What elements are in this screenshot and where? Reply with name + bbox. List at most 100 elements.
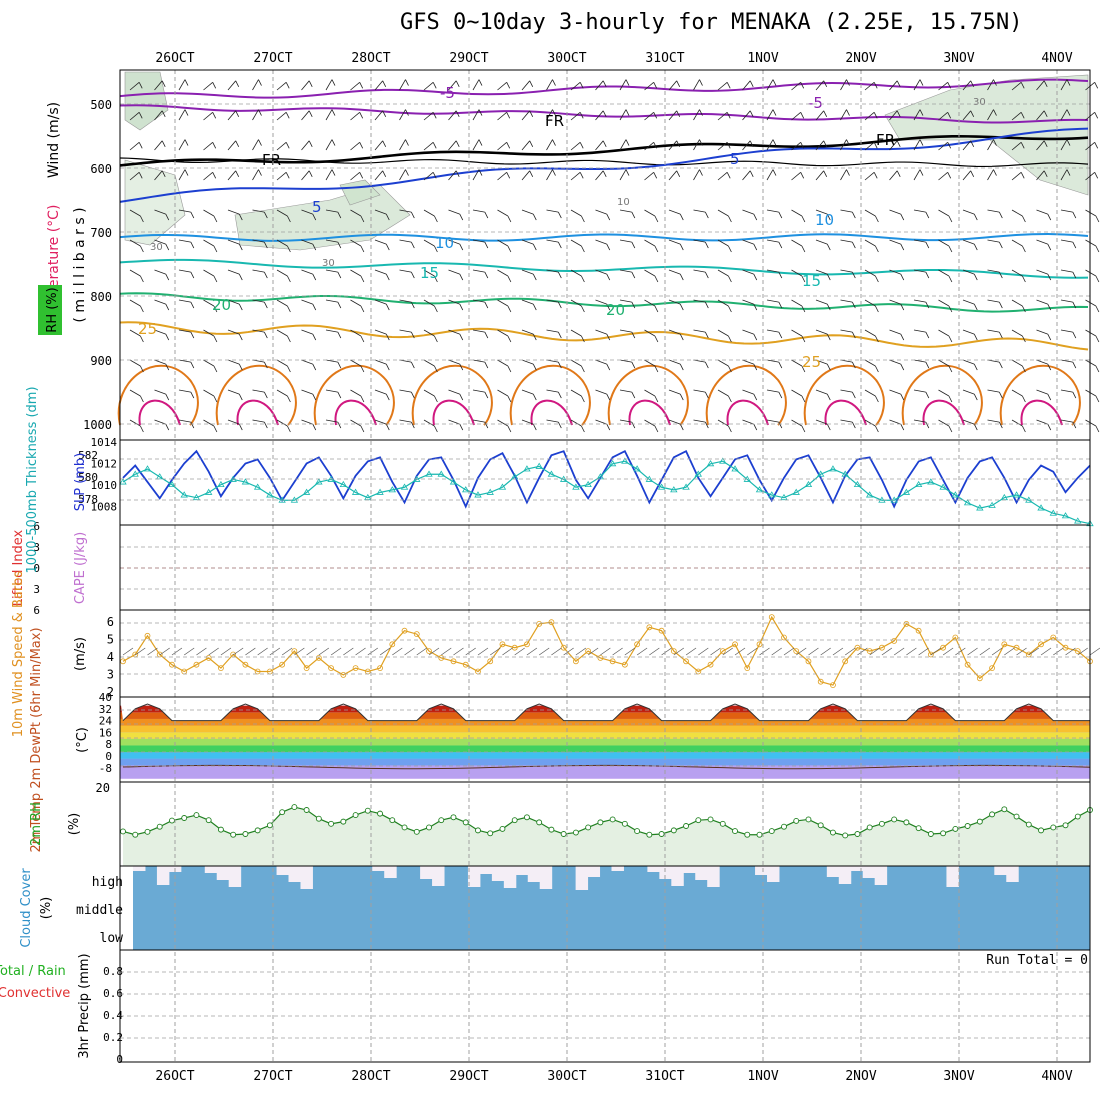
wind-barb-10m [551,647,562,656]
rh-point [120,828,126,835]
wind-barb [263,421,268,429]
wind-barb [140,425,144,433]
wind-barb [766,299,779,303]
wind-barb [337,271,342,279]
date-label-top: 28OCT [351,51,390,66]
wind-speed-point [879,644,885,651]
wind-barb [552,79,556,86]
wind-barb [948,245,953,253]
wind-barb [276,389,288,397]
wind-speed-point [891,638,898,644]
wind-barb [742,389,754,395]
wind-barb [301,329,313,335]
wind-barb [815,269,828,275]
isotherm-30 [901,364,983,426]
wind-barb [973,333,978,341]
wind-barb [1085,359,1097,367]
wind-barb [875,335,879,343]
wind-barb [864,329,876,337]
isotherm-30 [313,364,395,426]
wind-barb-10m [184,647,195,656]
high-cloud-gap [850,866,864,871]
wind-speed-point [352,665,359,671]
wind-barb [766,329,779,333]
wind-barb [873,112,878,119]
wind-barb [1022,395,1026,403]
wind-speed-point [732,641,738,648]
wind-barb [653,142,658,149]
wind-barb [478,109,483,116]
isotherm-35 [628,399,671,426]
wind-barb [772,139,777,146]
rh-point [658,831,665,837]
wind-barb [840,209,853,213]
wind-barb [423,329,435,337]
wind-barb [1095,305,1100,313]
wind-barb [350,329,362,337]
wind-barb [140,305,144,313]
high-cloud-gap [420,866,433,879]
wind-barb [693,169,700,181]
wind-barb-10m [942,647,954,656]
wind-barb-10m [710,647,721,656]
wind-barb [252,299,265,303]
wind-barb [325,329,338,333]
thickness-point [731,465,739,472]
wind-barb [864,111,875,121]
wind-barb [791,111,801,121]
wind-barb [178,109,186,121]
wind-barb [252,419,265,423]
wind-barb [178,269,191,273]
thickness-point [302,488,311,495]
wind-barb [235,140,240,147]
wind-barb [484,271,489,279]
wind-barb [405,79,409,86]
rh-point [523,814,530,821]
rh-point [340,818,347,825]
thickness-point [780,493,788,501]
wind-barb [742,299,754,305]
wind-speed-point [438,655,445,661]
wind-barb [360,305,365,313]
wind-barb [704,301,709,309]
temp2m-axis-label: 2m Temp 2m DewPt (6hr Min/Max) [29,627,44,852]
wind-barb-10m [722,647,733,656]
wind-barb [521,359,534,365]
wind-barb [938,299,950,307]
high-cloud-gap [372,866,385,871]
wind-barb [472,389,485,393]
wind-barb-10m [318,647,330,656]
wind-barb [962,299,975,305]
wind-speed-point [524,641,530,648]
wind-barb [521,110,531,121]
wind-barb [1085,299,1097,307]
wind-barb [227,239,240,245]
wind-barb [552,139,556,146]
wind-barb [287,275,291,283]
wind-barb [826,333,831,341]
wind-speed-point [254,668,261,675]
high-cloud-gap [527,866,541,882]
wind-barb [301,209,313,215]
wind-barb [521,170,531,181]
wind-barb [331,169,336,176]
wind-barb [1060,389,1073,393]
temp-color-band [120,732,1090,739]
wind-barb [287,395,291,403]
wind-barb [864,171,875,181]
wind-barb [276,209,288,217]
rh-point [903,819,910,826]
wind-barb [873,142,878,149]
rh-point [548,826,555,833]
wind-barb [742,269,754,275]
wind-barb [507,425,512,433]
rh-point [793,817,800,824]
wind-barb [1036,239,1048,245]
wind-barb [161,110,166,117]
wind-barb [154,269,166,275]
wind-barb [778,241,783,249]
wind-barb [301,110,310,121]
thickness-point [156,473,164,480]
rh-point [230,831,237,838]
precip-tick-label: 0.4 [103,1009,123,1022]
